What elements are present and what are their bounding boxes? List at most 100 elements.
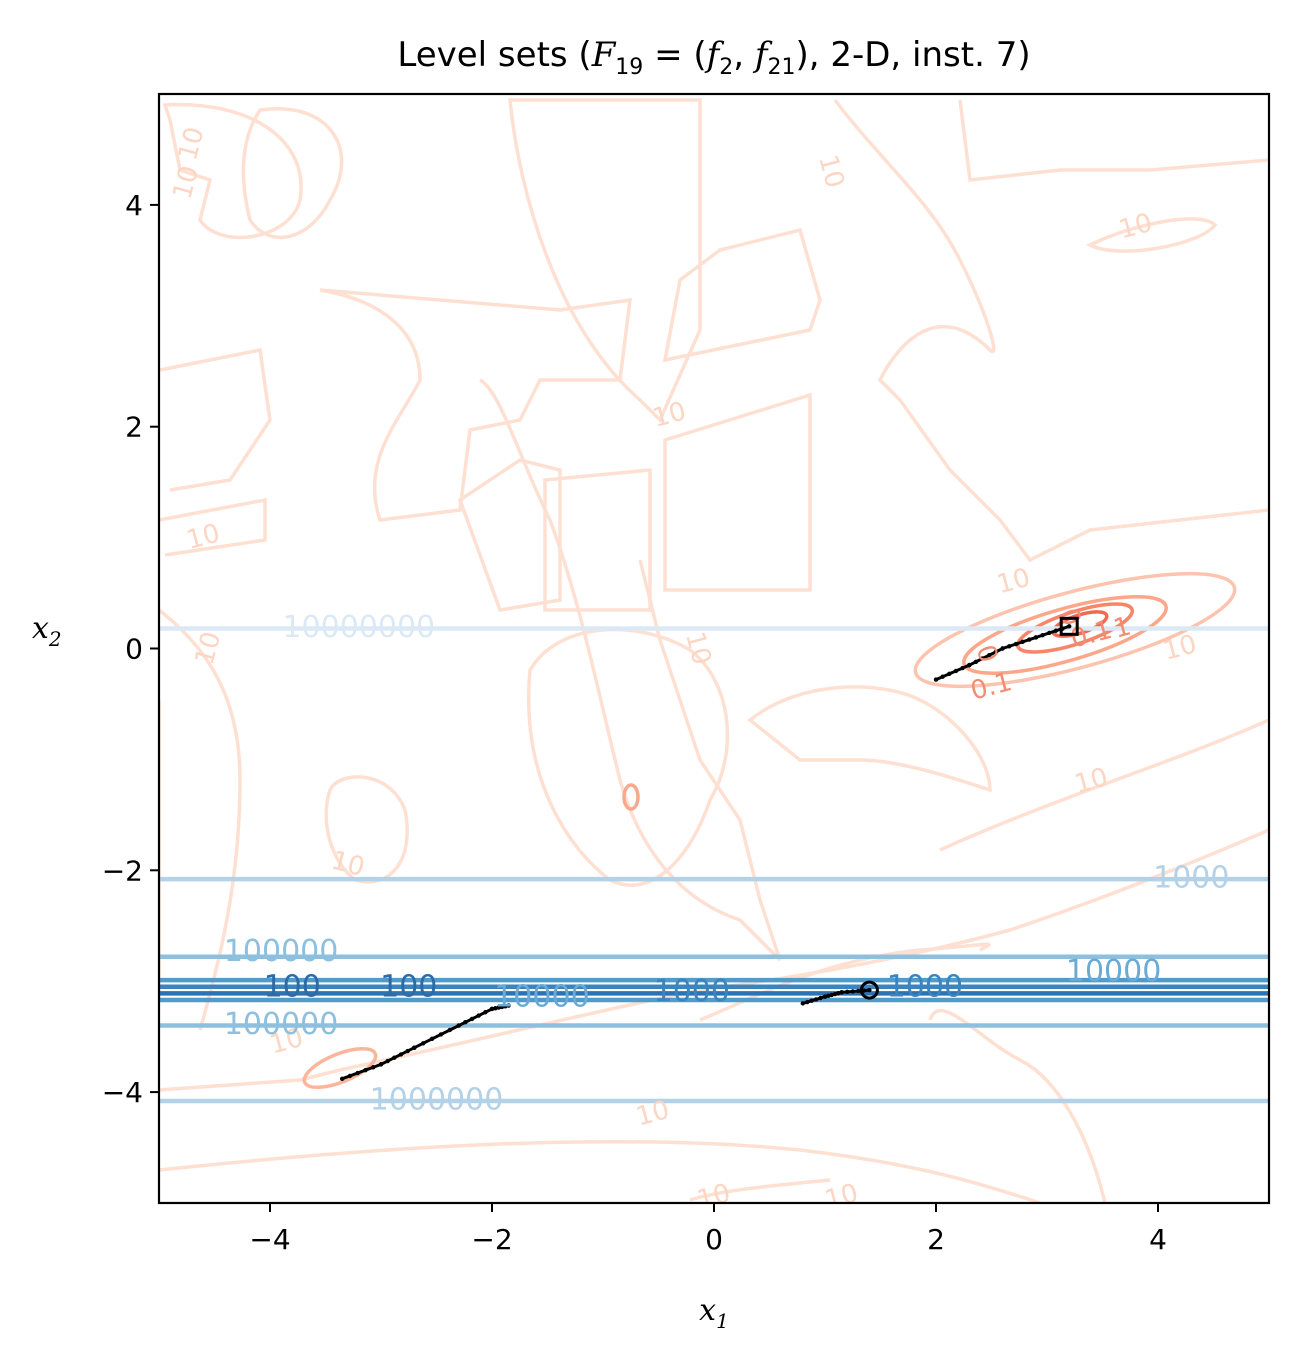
trajectory-point bbox=[385, 1058, 390, 1064]
trajectory-point bbox=[856, 988, 861, 994]
trajectory-point bbox=[1027, 637, 1032, 642]
trajectory-point bbox=[506, 1003, 511, 1008]
trajectory-point bbox=[953, 668, 959, 674]
trajectory-point bbox=[371, 1065, 376, 1070]
trajectory-point bbox=[800, 1001, 805, 1006]
trajectory-point bbox=[987, 652, 992, 658]
red-contour-label: 10 bbox=[994, 563, 1034, 601]
blue-contour-label: 1000 bbox=[654, 974, 730, 1009]
x-axis: −4 −2 0 2 4 bbox=[249, 1203, 1167, 1256]
red-contour-label: 10 bbox=[1116, 208, 1156, 246]
trajectory-point bbox=[405, 1048, 410, 1054]
red-contour-line bbox=[457, 458, 562, 612]
red-contour-label: 10 bbox=[812, 152, 850, 192]
red-contour-line bbox=[324, 775, 409, 884]
chart-title: Level sets (F19 = (f2, f21), 2-D, inst. … bbox=[397, 35, 1030, 80]
red-inner-contour-group bbox=[302, 571, 1237, 1090]
trajectory-point bbox=[483, 1010, 488, 1015]
red-contour-line bbox=[747, 685, 992, 793]
trajectory-point bbox=[940, 674, 945, 679]
trajectory-point bbox=[826, 993, 831, 999]
marker-group bbox=[859, 616, 1079, 1000]
trajectory-point bbox=[832, 991, 838, 997]
trajectory-point bbox=[805, 999, 810, 1005]
blue-contour-label: 10000000 bbox=[282, 610, 435, 645]
red-contour-line bbox=[928, 1009, 1107, 1203]
trajectory-point bbox=[813, 997, 819, 1002]
trajectory-point bbox=[845, 989, 850, 995]
trajectory-point bbox=[1033, 635, 1039, 640]
trajectory-point bbox=[850, 989, 855, 994]
trajectory-point bbox=[456, 1023, 461, 1028]
y-tick-label: 2 bbox=[125, 411, 143, 444]
trajectory-point bbox=[496, 1005, 501, 1010]
trajectory-point bbox=[947, 671, 952, 676]
y-tick-label: −2 bbox=[102, 854, 143, 887]
red-contour-ellipse bbox=[962, 595, 1168, 675]
red-contour-line bbox=[159, 347, 272, 492]
red-contour-line bbox=[958, 99, 1269, 182]
red-contour-group bbox=[159, 98, 1269, 1203]
x-tick-label: 0 bbox=[705, 1223, 723, 1256]
red-contour-line bbox=[1086, 217, 1218, 253]
red-contour-label: 10 bbox=[183, 518, 223, 556]
trajectory-point bbox=[973, 659, 979, 665]
red-contour-line bbox=[479, 378, 782, 962]
red-contour-line bbox=[663, 392, 812, 592]
trajectory-point bbox=[363, 1067, 368, 1073]
red-contour-line bbox=[508, 98, 702, 424]
red-contour-label: 10 bbox=[1160, 629, 1200, 667]
trajectory-point bbox=[1047, 630, 1052, 636]
red-contour-line bbox=[159, 1139, 1041, 1203]
red-contour-line bbox=[159, 828, 1269, 1092]
blue-contour-label: 100000 bbox=[224, 934, 339, 969]
x-axis-label: x1 bbox=[699, 1293, 729, 1333]
trajectory-point bbox=[469, 1016, 475, 1022]
trajectory-point bbox=[933, 677, 939, 682]
trajectory-point bbox=[829, 992, 834, 998]
x-tick-label: 2 bbox=[927, 1223, 945, 1256]
trajectory-point bbox=[818, 995, 823, 1001]
trajectory-point bbox=[398, 1052, 404, 1057]
trajectory-point bbox=[960, 665, 965, 671]
trajectory-point bbox=[1040, 632, 1045, 638]
blue-contour-group bbox=[159, 626, 1269, 1104]
red-contour-line bbox=[833, 98, 1269, 563]
blue-contour-label: 100 bbox=[264, 969, 321, 1004]
red-contour-ellipse bbox=[1015, 602, 1135, 654]
trajectory-point bbox=[438, 1032, 444, 1037]
trajectory-point bbox=[503, 1004, 508, 1009]
trajectory-group bbox=[339, 624, 1072, 1081]
red-contour-label: 10 bbox=[679, 629, 717, 669]
trajectory-point bbox=[822, 994, 828, 999]
y-axis: −4 −2 0 2 4 bbox=[102, 189, 159, 1109]
blue-contour-label: 1000 bbox=[1153, 861, 1229, 896]
trajectory-point bbox=[867, 987, 872, 993]
red-contour-ellipse bbox=[913, 571, 1237, 689]
red-contour-label: 10 bbox=[1071, 762, 1111, 800]
trajectory-point bbox=[809, 998, 814, 1003]
trajectory-point bbox=[1000, 646, 1005, 651]
trajectory-point bbox=[412, 1045, 417, 1050]
red-contour-label: 10 bbox=[173, 124, 211, 164]
trajectory-point bbox=[476, 1013, 481, 1018]
trajectory-point bbox=[493, 1006, 498, 1011]
x-tick-label: −2 bbox=[471, 1223, 512, 1256]
red-contour-ellipse bbox=[622, 783, 640, 811]
trajectory-point bbox=[836, 990, 841, 996]
red-contour-label: 10 bbox=[822, 1178, 862, 1216]
trajectory-point bbox=[1053, 628, 1059, 633]
trajectory-point bbox=[447, 1027, 453, 1033]
trajectory-point bbox=[489, 1006, 495, 1012]
red-contour-line bbox=[241, 107, 344, 240]
red-contour-label: 10 bbox=[650, 396, 690, 434]
red-contour-label: 1 bbox=[1110, 611, 1134, 644]
trajectory-point bbox=[1020, 639, 1025, 645]
red-contour-ellipse bbox=[302, 1046, 378, 1090]
red-contour-line bbox=[543, 468, 652, 612]
trajectory-point bbox=[355, 1070, 360, 1076]
red-contour-line bbox=[162, 102, 303, 240]
red-contour-line bbox=[662, 227, 822, 363]
